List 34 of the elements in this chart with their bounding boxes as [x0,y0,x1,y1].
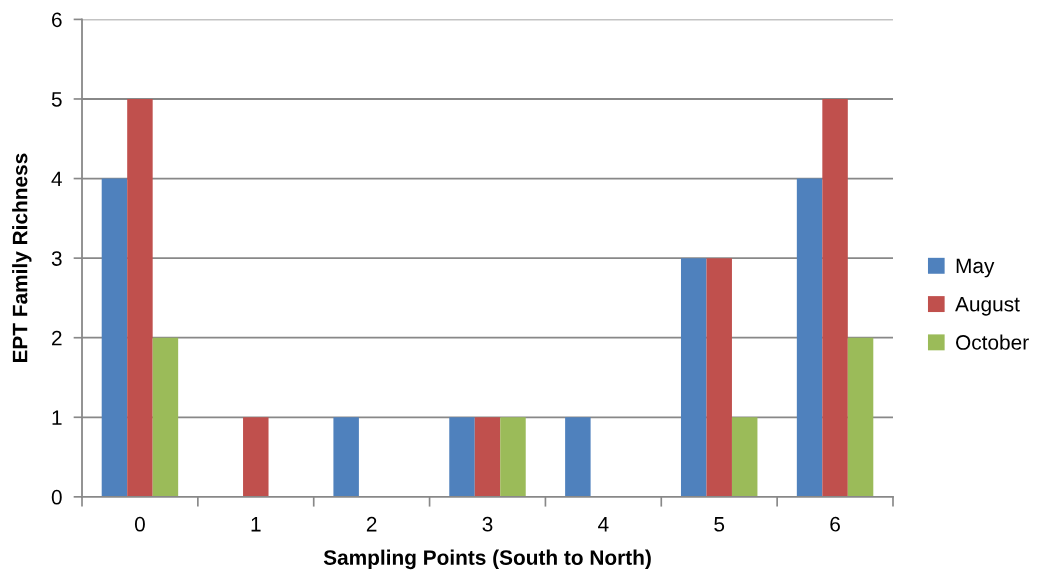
legend-label: May [956,258,995,278]
y-tick-label: 0 [51,489,62,505]
x-tick-label: 4 [598,517,609,532]
bar [101,178,128,497]
bar [500,417,526,497]
y-tick-label: 6 [52,12,62,28]
bar [731,417,758,497]
bar [333,417,359,497]
legend-label: October [956,334,1029,350]
bar [565,417,591,497]
bar [474,417,501,497]
y-axis-title: EPT Family Richness [12,153,32,363]
y-tick-label: 1 [52,410,62,425]
y-tick-label: 2 [52,330,62,346]
y-tick-label: 4 [51,171,62,187]
bar [822,98,848,497]
x-tick-label: 1 [251,517,261,532]
x-tick-label: 6 [830,516,840,532]
bar [796,178,823,497]
bar [680,258,707,497]
x-tick-label: 3 [482,516,493,532]
x-axis-title: Sampling Points (South to North) [323,549,651,570]
bar [706,258,732,497]
bar [243,417,269,497]
y-tick-label: 3 [51,251,62,266]
legend-label: August [955,296,1020,316]
bar [152,337,179,497]
bar [449,417,475,497]
bar [127,98,153,497]
x-tick-label: 0 [134,516,145,532]
y-tick-label: 5 [51,92,62,107]
bar [847,337,874,497]
x-tick-label: 2 [366,516,377,532]
x-tick-label: 5 [714,517,725,532]
